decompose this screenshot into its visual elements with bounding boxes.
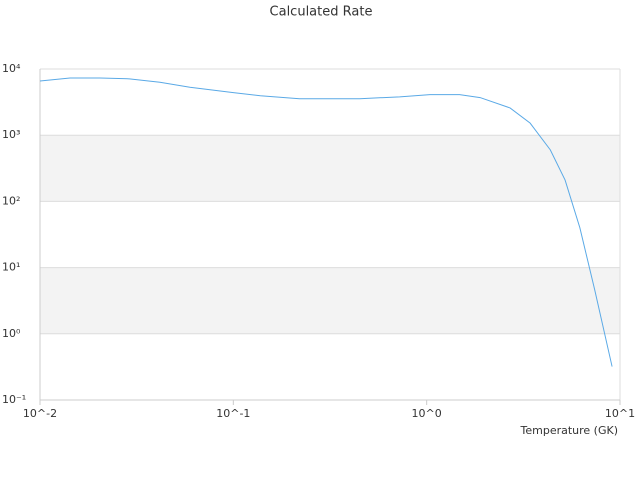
x-tick-label: 10^0 bbox=[412, 407, 442, 420]
y-tick-label: 10¹ bbox=[2, 261, 20, 274]
x-axis-label: Temperature (GK) bbox=[520, 424, 619, 437]
grid-band bbox=[40, 135, 620, 202]
y-tick-label: 10⁰ bbox=[2, 327, 21, 340]
chart-title: Calculated Rate bbox=[270, 5, 373, 20]
y-tick-label: 10⁴ bbox=[2, 62, 21, 75]
y-tick-label: 10³ bbox=[2, 128, 20, 141]
y-tick-label: 10² bbox=[2, 194, 20, 207]
x-tick-label: 10^1 bbox=[605, 407, 635, 420]
line-series bbox=[39, 77, 613, 367]
grid-band bbox=[40, 267, 620, 334]
y-tick-label: 10⁻¹ bbox=[2, 393, 26, 406]
x-tick-label: 10^-1 bbox=[216, 407, 250, 420]
x-tick-label: 10^-2 bbox=[23, 407, 57, 420]
